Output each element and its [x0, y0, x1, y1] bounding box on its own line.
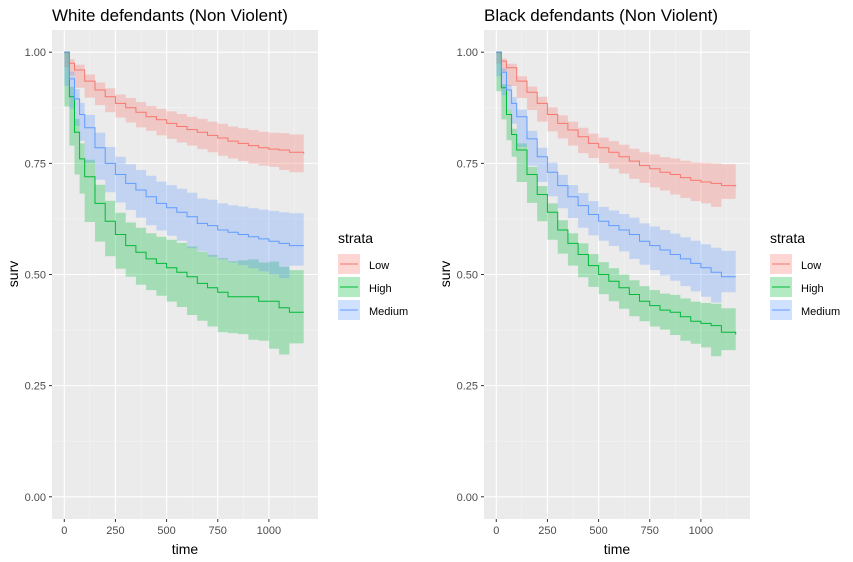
legend-keys-black — [770, 254, 792, 320]
x-axis-title-white: time — [172, 541, 199, 557]
y-tick-label: 1.00 — [457, 47, 478, 59]
y-axis-title-white: surv — [5, 261, 21, 287]
y-axis-title-black: surv — [437, 261, 453, 287]
x-tick-label: 500 — [157, 525, 175, 537]
x-tick-label: 1000 — [689, 525, 713, 537]
survival-curve-medium — [64, 51, 304, 247]
survival-curve-medium — [496, 51, 736, 278]
confidence-band-low — [64, 52, 304, 173]
gridlines-white — [52, 30, 318, 519]
survival-curve-low — [64, 51, 305, 154]
confidence-band-low — [496, 52, 736, 207]
y-tick-label: 0.50 — [457, 270, 478, 282]
chart-title-black: Black defendants (Non Violent) — [484, 6, 718, 25]
x-tick-label: 500 — [589, 525, 607, 537]
chart-title-white: White defendants (Non Violent) — [52, 6, 288, 25]
survival-curve-low — [496, 51, 737, 187]
x-tick-label: 750 — [209, 525, 227, 537]
legend-label-medium-black: Medium — [801, 306, 840, 318]
survival-curve-high — [496, 51, 737, 335]
confidence-band-high — [64, 52, 304, 355]
chart-white-defendants: White defendants (Non Violent) 0.000.250… — [5, 6, 408, 557]
y-tick-label: 0.00 — [25, 492, 46, 504]
y-tick-label: 0.75 — [25, 158, 46, 170]
confidence-band-medium — [496, 52, 736, 303]
x-tick-label: 750 — [641, 525, 659, 537]
survival-curve-high — [64, 51, 304, 313]
legend-label-low-white: Low — [369, 260, 389, 272]
legend-title-white: strata — [338, 230, 373, 246]
x-axis-title-black: time — [604, 541, 631, 557]
legend-white: strata Low High Medium — [338, 230, 408, 320]
y-tick-label: 0.00 — [457, 492, 478, 504]
confidence-band-medium — [64, 52, 304, 279]
axis-ticks-white: 0.00 0.25 0.50 0.75 1.00 0 250 500 750 1000 — [25, 47, 282, 537]
legend-label-high-white: High — [369, 283, 392, 295]
x-tick-label: 0 — [493, 525, 499, 537]
y-tick-label: 0.25 — [25, 381, 46, 393]
chart-black-defendants: Black defendants (Non Violent) 0.000.250… — [437, 6, 840, 557]
y-tick-label: 0.25 — [457, 381, 478, 393]
y-tick-label: 0.75 — [457, 158, 478, 170]
survival-curves-white — [64, 51, 305, 313]
legend-black: strata Low High Medium — [770, 230, 840, 320]
legend-title-black: strata — [770, 230, 805, 246]
axis-ticks-black: 0.00 0.25 0.50 0.75 1.00 0 250 500 750 1000 — [457, 47, 714, 537]
legend-keys-white — [338, 254, 360, 320]
legend-label-low-black: Low — [801, 260, 821, 272]
y-tick-label: 0.50 — [25, 270, 46, 282]
gridlines-black — [484, 30, 750, 519]
x-tick-label: 1000 — [257, 525, 281, 537]
y-tick-label: 1.00 — [25, 47, 46, 59]
legend-label-medium-white: Medium — [369, 306, 408, 318]
legend-label-high-black: High — [801, 283, 824, 295]
confidence-bands-white — [64, 52, 304, 355]
x-tick-label: 250 — [538, 525, 556, 537]
survival-curves-black — [496, 51, 737, 335]
x-tick-label: 250 — [106, 525, 124, 537]
x-tick-label: 0 — [61, 525, 67, 537]
